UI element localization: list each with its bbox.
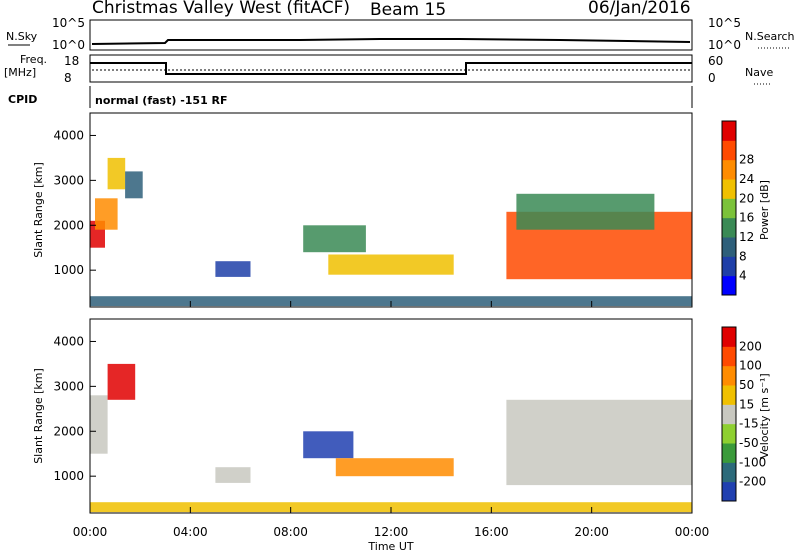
power-colorbar-frame xyxy=(721,120,737,296)
xtick-label-4: 16:00 xyxy=(474,525,509,539)
power-colorbar-swatch-7 xyxy=(722,140,736,161)
power-colorbar-tick-6: 28 xyxy=(739,153,754,167)
velocity-region-0 xyxy=(90,395,108,454)
power-ytick-label-2: 3000 xyxy=(53,173,84,187)
power-colorbar: 4 8 12 16 20 24 28 xyxy=(721,120,754,296)
date-label: 06/Jan/2016 xyxy=(588,0,691,18)
nsky-label: N.Sky xyxy=(6,30,38,43)
xtick-label-1: 04:00 xyxy=(173,525,208,539)
velocity-colorbar-tick-5: -50 xyxy=(739,436,759,450)
velocity-ytick-label-1: 2000 xyxy=(53,424,84,438)
freq-tick-high: 18 xyxy=(64,54,79,68)
power-colorbar-swatch-5 xyxy=(722,179,736,199)
power-colorbar-tick-1: 8 xyxy=(739,249,747,263)
power-ytick-label-0: 1000 xyxy=(53,263,84,277)
power-colorbar-swatch-8 xyxy=(722,121,736,141)
cpid-text: normal (fast) -151 RF xyxy=(95,94,228,107)
nave-tick-low: 0 xyxy=(708,71,716,85)
velocity-colorbar-swatch-8 xyxy=(722,327,736,347)
velocity-ytick-label-0: 1000 xyxy=(53,469,84,483)
station-title: Christmas Valley West (fitACF) xyxy=(92,0,350,18)
velocity-colorbar-swatch-0 xyxy=(722,481,736,502)
power-y-ticks: 1000 2000 3000 4000 xyxy=(53,128,96,277)
velocity-region-1 xyxy=(107,363,136,400)
velocity-region-2 xyxy=(215,467,251,483)
noise-tick-left-low: 10^0 xyxy=(52,38,85,52)
velocity-colorbar-swatch-6 xyxy=(722,365,736,386)
time-axis-label: Time UT xyxy=(367,540,413,553)
noise-tick-right-high: 10^5 xyxy=(708,16,741,30)
velocity-colorbar-swatch-4 xyxy=(722,404,736,425)
velocity-colorbar-frame xyxy=(721,326,737,502)
nsearch-label: N.Search xyxy=(745,30,795,43)
xtick-label-6: 00:00 xyxy=(675,525,710,539)
power-ytick-label-3: 4000 xyxy=(53,128,84,142)
nsky-series xyxy=(91,38,691,45)
freq-series xyxy=(90,62,692,75)
power-colorbar-tick-4: 20 xyxy=(739,191,754,205)
power-colorbar-swatch-4 xyxy=(722,198,736,219)
power-y-axis-label: Slant Range [km] xyxy=(32,162,45,258)
velocity-colorbar-tick-4: -15 xyxy=(739,417,759,431)
velocity-region-5 xyxy=(506,399,692,486)
power-region-2 xyxy=(107,157,126,190)
velocity-colorbar-tick-2: 50 xyxy=(739,378,754,392)
velocity-colorbar-swatch-2 xyxy=(722,443,736,463)
velocity-colorbar-tick-0: 200 xyxy=(739,339,762,353)
power-colorbar-swatch-3 xyxy=(722,217,736,238)
freq-panel-frame xyxy=(89,54,693,83)
nave-label: Nave xyxy=(745,66,773,79)
velocity-colorbar-tick-6: -100 xyxy=(739,455,766,469)
velocity-region-3 xyxy=(303,431,354,459)
velocity-colorbar-label: Velocity [m s⁻¹] xyxy=(758,373,771,458)
velocity-heatmap-cells xyxy=(90,363,692,513)
velocity-y-ticks: 1000 2000 3000 4000 xyxy=(53,334,96,483)
velocity-colorbar-swatch-1 xyxy=(722,462,736,483)
power-region-5 xyxy=(303,225,366,253)
power-heatmap-cells xyxy=(90,157,692,307)
power-colorbar-tick-2: 12 xyxy=(739,230,754,244)
freq-tick-low: 8 xyxy=(64,71,72,85)
noise-panel-frame xyxy=(89,19,693,51)
xtick-label-3: 12:00 xyxy=(374,525,409,539)
power-region-4 xyxy=(215,261,251,277)
xtick-label-2: 08:00 xyxy=(273,525,308,539)
velocity-region-4 xyxy=(335,458,454,477)
power-colorbar-swatch-1 xyxy=(722,256,736,277)
velocity-colorbar-swatch-3 xyxy=(722,423,736,444)
power-colorbar-swatch-0 xyxy=(722,275,736,296)
power-region-3 xyxy=(125,171,143,199)
velocity-ytick-label-2: 3000 xyxy=(53,379,84,393)
noise-tick-right-low: 10^0 xyxy=(708,38,741,52)
velocity-colorbar-swatch-7 xyxy=(722,346,736,367)
time-x-ticks: 00:00 04:00 08:00 12:00 16:00 20:00 00:00 xyxy=(73,301,710,539)
velocity-colorbar-tick-3: 15 xyxy=(739,397,754,411)
xtick-label-0: 00:00 xyxy=(73,525,108,539)
power-colorbar-swatch-2 xyxy=(722,237,736,257)
power-region-8 xyxy=(516,193,655,230)
power-ytick-label-1: 2000 xyxy=(53,218,84,232)
power-region-6 xyxy=(328,254,454,275)
xtick-label-5: 20:00 xyxy=(574,525,609,539)
freq-unit-label: [MHz] xyxy=(4,66,36,79)
nave-tick-high: 60 xyxy=(708,54,723,68)
power-colorbar-tick-5: 24 xyxy=(739,172,754,186)
velocity-colorbar-tick-1: 100 xyxy=(739,359,762,373)
power-colorbar-label: Power [dB] xyxy=(758,180,771,240)
noise-tick-left-high: 10^5 xyxy=(52,16,85,30)
velocity-colorbar: 200 100 50 15 -15 -50 -100 -200 xyxy=(721,326,766,502)
cpid-label: CPID xyxy=(8,93,37,106)
freq-label: Freq. xyxy=(20,53,47,66)
power-colorbar-swatch-6 xyxy=(722,159,736,180)
beam-label: Beam 15 xyxy=(370,0,446,20)
power-colorbar-tick-3: 16 xyxy=(739,211,754,225)
velocity-colorbar-swatch-5 xyxy=(722,385,736,405)
velocity-y-axis-label: Slant Range [km] xyxy=(32,368,45,464)
power-colorbar-tick-0: 4 xyxy=(739,269,747,283)
velocity-colorbar-tick-7: -200 xyxy=(739,475,766,489)
velocity-ytick-label-3: 4000 xyxy=(53,334,84,348)
power-region-1 xyxy=(95,198,118,230)
